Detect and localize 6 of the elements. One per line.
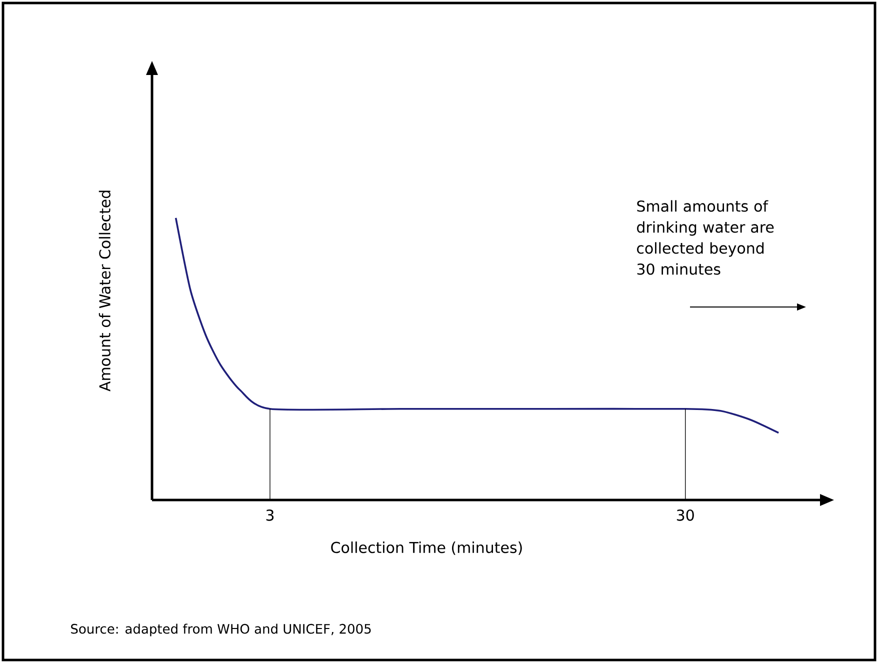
source-note: Source: adapted from WHO and UNICEF, 2005	[71, 624, 371, 636]
x-tick-label: 30	[676, 509, 694, 521]
annotation: Small amounts of drinking water are collected beyond 30 minutes	[637, 200, 774, 275]
y-axis-title: Amount of Water Collected	[98, 190, 110, 392]
x-tick-label: 3	[266, 509, 274, 521]
x-axis-title: Collection Time (minutes)	[331, 542, 522, 555]
